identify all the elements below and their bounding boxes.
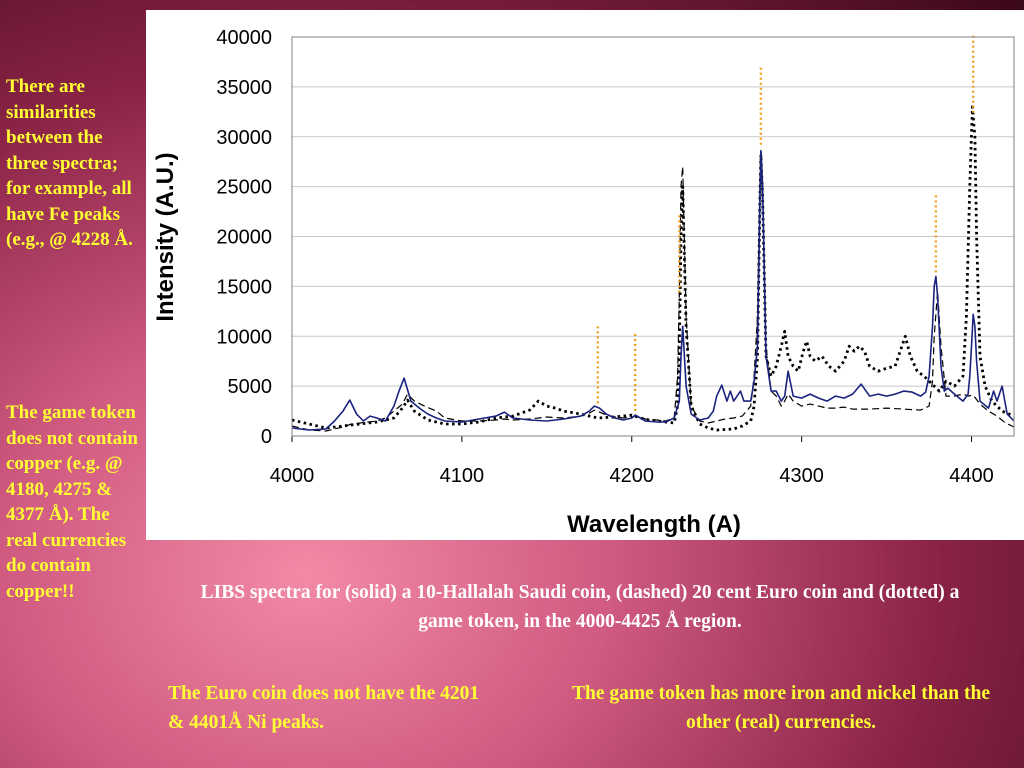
y-tick-label: 30000 [216,127,272,149]
x-tick-label: 4200 [610,465,655,487]
y-tick-label: 35000 [216,77,272,99]
euro-ni-note: The Euro coin does not have the 4201 & 4… [168,683,480,733]
marker-group [596,32,975,412]
x-tick-label: 4000 [270,465,315,487]
fe-similarity-note: There are similarities between the three… [6,76,133,250]
y-tick-label: 10000 [216,326,272,348]
y-axis-title: Intensity (A.U.) [152,152,179,321]
y-tick-label: 20000 [216,227,272,249]
y-tick-label: 25000 [216,177,272,199]
y-tick-label: 0 [261,426,272,448]
series-group [291,105,1015,432]
plot-frame [291,36,1015,437]
chart-panel: 0 5000 10000 15000 20000 25000 30000 35000 40000… [146,10,1024,540]
x-axis-title: Wavelength (A) [567,511,741,538]
token-copper-note: The game token does not contain copper (… [6,402,138,602]
x-tick-label: 4300 [779,465,824,487]
y-tick-label: 40000 [216,27,272,49]
series-solid-line [291,149,1015,431]
axes: 0 5000 10000 15000 20000 25000 30000 35000 40000… [216,27,1015,487]
y-tick-label: 5000 [228,376,273,398]
token-iron-note: The game token has more iron and nickel … [571,683,991,733]
grid [292,36,1014,437]
x-tick-label: 4400 [949,465,994,487]
spectrum-chart: 0 5000 10000 15000 20000 25000 30000 35000 40000… [152,27,1015,538]
x-tick-label: 4100 [440,465,485,487]
series-dotted-line [291,105,1015,432]
figure-caption: LIBS spectra for (solid) a 10-Hallalah S… [200,582,960,632]
series-dashed-line [291,148,1015,432]
y-tick-label: 15000 [216,276,272,298]
